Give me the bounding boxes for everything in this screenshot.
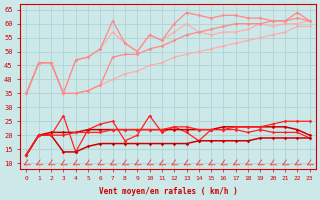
X-axis label: Vent moyen/en rafales ( km/h ): Vent moyen/en rafales ( km/h ) [99,187,237,196]
